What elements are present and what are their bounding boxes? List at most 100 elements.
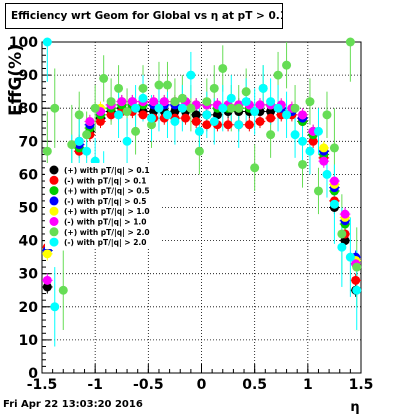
data-point [209,116,219,126]
data-point [298,136,308,146]
legend-marker [49,206,59,216]
data-point [282,60,292,70]
data-point [170,116,180,126]
legend-label: (+) with pT/|q| > 0.5 [64,187,150,197]
x-tick-label: -0.5 [133,377,164,393]
data-point [82,146,92,156]
data-point [159,97,169,107]
data-point [74,110,84,120]
data-point [226,103,236,113]
data-point [106,110,116,120]
data-point [162,80,172,90]
y-tick-label: 90 [19,68,39,84]
y-tick-label: 60 [19,167,39,183]
data-point [138,110,148,120]
data-point [42,282,52,292]
x-tick-label: 1 [303,377,313,393]
data-point [42,146,52,156]
data-point [282,110,292,120]
data-point [266,113,276,123]
x-tick-label: -1 [87,377,103,393]
legend-label: (-) with pT/|q| > 0.5 [64,197,146,207]
data-point [305,97,315,107]
data-point [337,242,347,252]
y-tick-label: 100 [9,35,38,51]
timestamp: Fri Apr 22 13:03:20 2016 [3,399,143,410]
data-point [218,103,228,113]
chart-title: Efficiency wrt Geom for Global vs η at p… [5,3,283,29]
data-point [352,285,362,295]
data-point [266,107,276,117]
legend-marker [49,196,59,206]
data-point [337,229,347,239]
data-point [329,143,339,153]
data-point [234,120,244,130]
data-point [117,97,127,107]
data-point [209,83,219,93]
data-point [329,176,339,186]
data-point [340,209,350,219]
data-point [322,110,332,120]
data-point [181,113,191,123]
data-point [250,163,260,173]
data-point [266,130,276,140]
data-point [241,97,251,107]
data-point [114,83,124,93]
data-point [329,199,339,209]
data-point [99,73,109,83]
data-point [351,275,361,285]
data-point [106,97,116,107]
data-point [308,136,318,146]
data-point [162,110,172,120]
data-point [50,302,60,312]
legend-marker [49,237,59,247]
legend-label: (-) with pT/|q| > 0.1 [64,176,146,186]
data-point [305,146,315,156]
x-tick-label: 0 [197,377,207,393]
data-point [122,136,132,146]
data-point [186,70,196,80]
data-point [82,130,92,140]
data-point [154,80,164,90]
data-point [147,113,157,123]
x-tick-labels: -1.5 -1 -0.5 0 0.5 1 1.5 [27,377,374,393]
legend-marker [49,227,59,237]
data-point [147,120,157,130]
data-point [255,116,265,126]
data-point [74,136,84,146]
data-point [345,252,355,262]
data-point [50,103,60,113]
legend-marker [49,186,59,196]
data-point [319,156,329,166]
x-axis-title: η [350,400,359,414]
legend-label: (-) with pT/|q| > 1.0 [64,218,146,228]
data-point [131,126,141,136]
data-point [170,97,180,107]
legend-label: (+) with pT/|q| > 0.1 [64,166,150,176]
data-point [322,169,332,179]
data-point [273,70,283,80]
data-point [226,93,236,103]
data-points [42,37,362,312]
data-point [149,97,159,107]
data-point [273,103,283,113]
data-point [95,116,105,126]
data-point [298,110,308,120]
y-tick-labels: 0 10 20 30 40 50 60 70 80 90 100 [9,35,38,382]
data-point [266,97,276,107]
legend-marker [49,165,59,175]
data-point [138,93,148,103]
data-point [352,262,362,272]
data-point [138,83,148,93]
data-point [290,130,300,140]
data-point [298,159,308,169]
data-point [177,103,187,113]
data-point [202,120,212,130]
data-point [319,143,329,153]
x-tick-label: 0.5 [242,377,267,393]
data-point [191,110,201,120]
legend-label: (+) with pT/|q| > 2.0 [64,228,150,238]
data-point [194,146,204,156]
data-point [313,126,323,136]
